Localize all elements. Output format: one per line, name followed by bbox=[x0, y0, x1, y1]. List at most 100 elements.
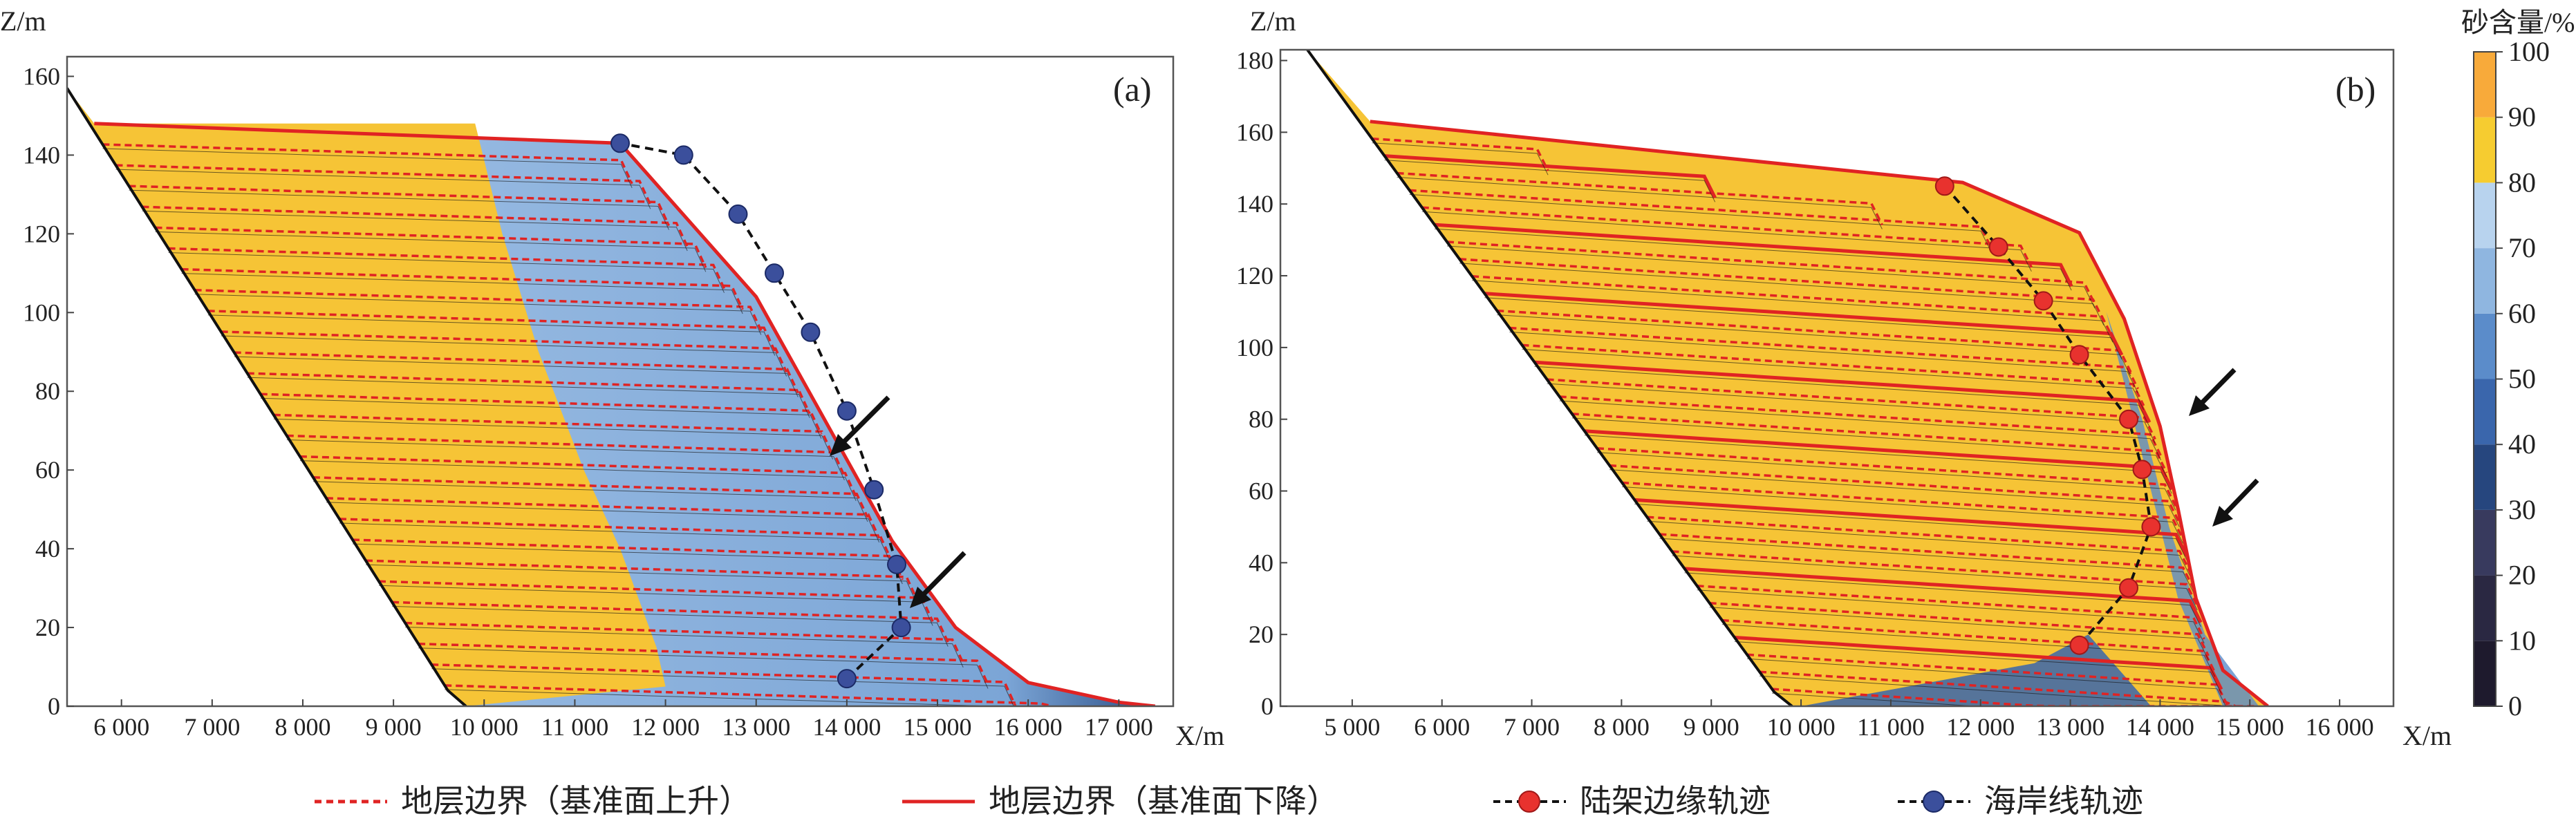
panel-a-strata-lines bbox=[102, 143, 1053, 706]
stratum-boundary-rise bbox=[1409, 189, 1993, 249]
shoreline-marker bbox=[837, 401, 857, 421]
legend-label-shoreline: 海岸线轨迹 bbox=[1984, 784, 2143, 819]
stratum-boundary-rise bbox=[142, 205, 689, 247]
stratum-boundary-rise bbox=[1559, 395, 2163, 457]
y-tick-label: 80 bbox=[1249, 406, 1273, 433]
thin-time-line bbox=[1446, 245, 2096, 309]
stratum-boundary-rise bbox=[1397, 171, 1883, 226]
thin-time-line bbox=[418, 647, 989, 689]
thin-time-line bbox=[1534, 366, 2150, 427]
colorbar-segment bbox=[2474, 52, 2496, 117]
colorbar-segment bbox=[2474, 248, 2496, 314]
stratum-boundary-rise bbox=[1709, 601, 2210, 656]
panel-a-x-ticks: 6 000 7 000 8 000 9 000 10 000 11 000 12 000 13… bbox=[93, 699, 1153, 741]
stratum-boundary-rise bbox=[1721, 618, 2216, 674]
panel-b-basement-line bbox=[1306, 50, 1793, 706]
x-tick-label: 13 000 bbox=[722, 713, 790, 741]
stratum-boundary-rise bbox=[1497, 309, 2132, 373]
stratum-boundary-rise bbox=[1596, 446, 2177, 507]
shelf-edge-marker bbox=[2119, 578, 2138, 598]
stratum-boundary-rise bbox=[431, 663, 1017, 706]
stratum-boundary-rise bbox=[378, 580, 934, 623]
y-tick-label: 0 bbox=[1261, 692, 1273, 720]
colorbar-tick-label: 80 bbox=[2508, 167, 2536, 198]
x-tick-label: 17 000 bbox=[1085, 713, 1153, 741]
stratum-boundary-fall bbox=[1484, 292, 2124, 356]
shoreline-marker bbox=[801, 322, 821, 342]
thin-time-line bbox=[1559, 400, 2162, 461]
thin-time-line bbox=[1709, 607, 2209, 661]
thin-time-line bbox=[286, 439, 845, 481]
x-tick-label: 6 000 bbox=[93, 713, 149, 741]
colorbar-blocks bbox=[2474, 52, 2496, 706]
x-tick-label: 6 000 bbox=[1414, 713, 1470, 741]
thin-time-line bbox=[352, 543, 903, 585]
panel-b-arrow-upper bbox=[2189, 368, 2237, 416]
thin-time-line bbox=[1721, 624, 2216, 677]
stratum-boundary-rise bbox=[1672, 550, 2199, 607]
x-tick-label: 16 000 bbox=[2306, 713, 2374, 741]
thin-time-line bbox=[1759, 675, 2227, 706]
panel-b-x-label: X/m bbox=[2402, 720, 2452, 751]
colorbar-tick-label: 70 bbox=[2508, 232, 2536, 263]
panel-a-frame bbox=[66, 55, 1175, 708]
shoreline-marker bbox=[673, 145, 693, 165]
shelf-edge-marker bbox=[2033, 291, 2053, 311]
thin-time-line bbox=[1409, 193, 1992, 253]
stratum-boundary-fall bbox=[1734, 636, 2223, 690]
y-tick-label: 80 bbox=[35, 377, 60, 405]
thin-time-line bbox=[1647, 520, 2191, 577]
thin-time-line bbox=[1609, 469, 2180, 527]
shelf-edge-marker bbox=[2069, 635, 2089, 655]
stratum-boundary-rise bbox=[299, 455, 857, 498]
shoreline-marker bbox=[887, 554, 906, 574]
stratum-boundary-rise bbox=[405, 621, 964, 664]
colorbar-tick-label: 30 bbox=[2508, 494, 2536, 525]
stratum-boundary-rise bbox=[1759, 670, 2237, 706]
thin-time-line bbox=[1484, 297, 2122, 360]
colorbar-tick-label: 20 bbox=[2508, 560, 2536, 591]
x-tick-label: 7 000 bbox=[184, 713, 240, 741]
x-tick-label: 14 000 bbox=[812, 713, 881, 741]
y-tick-label: 120 bbox=[23, 220, 60, 247]
x-tick-label: 11 000 bbox=[1857, 713, 1925, 741]
legend-item-rise: 地层边界（基准面上升） bbox=[315, 784, 751, 819]
stratum-boundary-rise bbox=[1421, 206, 2033, 268]
thin-time-line bbox=[1472, 280, 2113, 343]
stratum-boundary-rise bbox=[1659, 533, 2195, 590]
thin-time-line bbox=[181, 273, 743, 314]
thin-time-line bbox=[221, 335, 787, 377]
x-tick-label: 10 000 bbox=[1767, 713, 1836, 741]
stratum-boundary-rise bbox=[1697, 585, 2205, 640]
x-tick-label: 8 000 bbox=[1594, 713, 1650, 741]
panel-a-arrow-lower bbox=[910, 551, 967, 608]
panel-a-label: (a) bbox=[1113, 70, 1152, 108]
colorbar-ticks: 0 10 20 30 40 50 60 70 80 90 100 bbox=[2496, 36, 2550, 721]
toe-dark-band bbox=[1801, 634, 2152, 706]
panel-b-toe-fill bbox=[1801, 312, 2259, 706]
stratum-boundary-rise bbox=[1547, 378, 2156, 440]
panel-b-y-ticks: 0 20 40 60 80 100 120 140 160 180 bbox=[1236, 47, 1287, 720]
stratum-boundary-rise bbox=[1609, 464, 2181, 524]
y-tick-label: 180 bbox=[1236, 47, 1273, 75]
thin-time-line bbox=[247, 377, 810, 418]
thin-time-line bbox=[1634, 503, 2187, 560]
stratum-boundary-rise bbox=[168, 247, 726, 290]
stratum-boundary-rise bbox=[418, 642, 989, 685]
stratum-boundary-rise bbox=[181, 267, 744, 310]
stratum-boundary-rise bbox=[207, 310, 776, 352]
panel-b-frame bbox=[1279, 48, 2395, 708]
panel-b-arrow-lower bbox=[2212, 478, 2259, 527]
thin-time-line bbox=[392, 605, 949, 647]
x-tick-label: 10 000 bbox=[450, 713, 519, 741]
y-tick-label: 40 bbox=[35, 535, 60, 562]
y-tick-label: 160 bbox=[1236, 118, 1273, 146]
x-tick-label: 12 000 bbox=[1946, 713, 2015, 741]
colorbar-tick-label: 0 bbox=[2508, 690, 2522, 721]
colorbar-segment bbox=[2474, 509, 2496, 576]
panel-b-label: (b) bbox=[2335, 70, 2376, 108]
y-tick-label: 140 bbox=[1236, 190, 1273, 218]
thin-time-line bbox=[1584, 435, 2172, 494]
thin-time-line bbox=[234, 356, 799, 397]
panel-a-x-label: X/m bbox=[1175, 720, 1224, 751]
